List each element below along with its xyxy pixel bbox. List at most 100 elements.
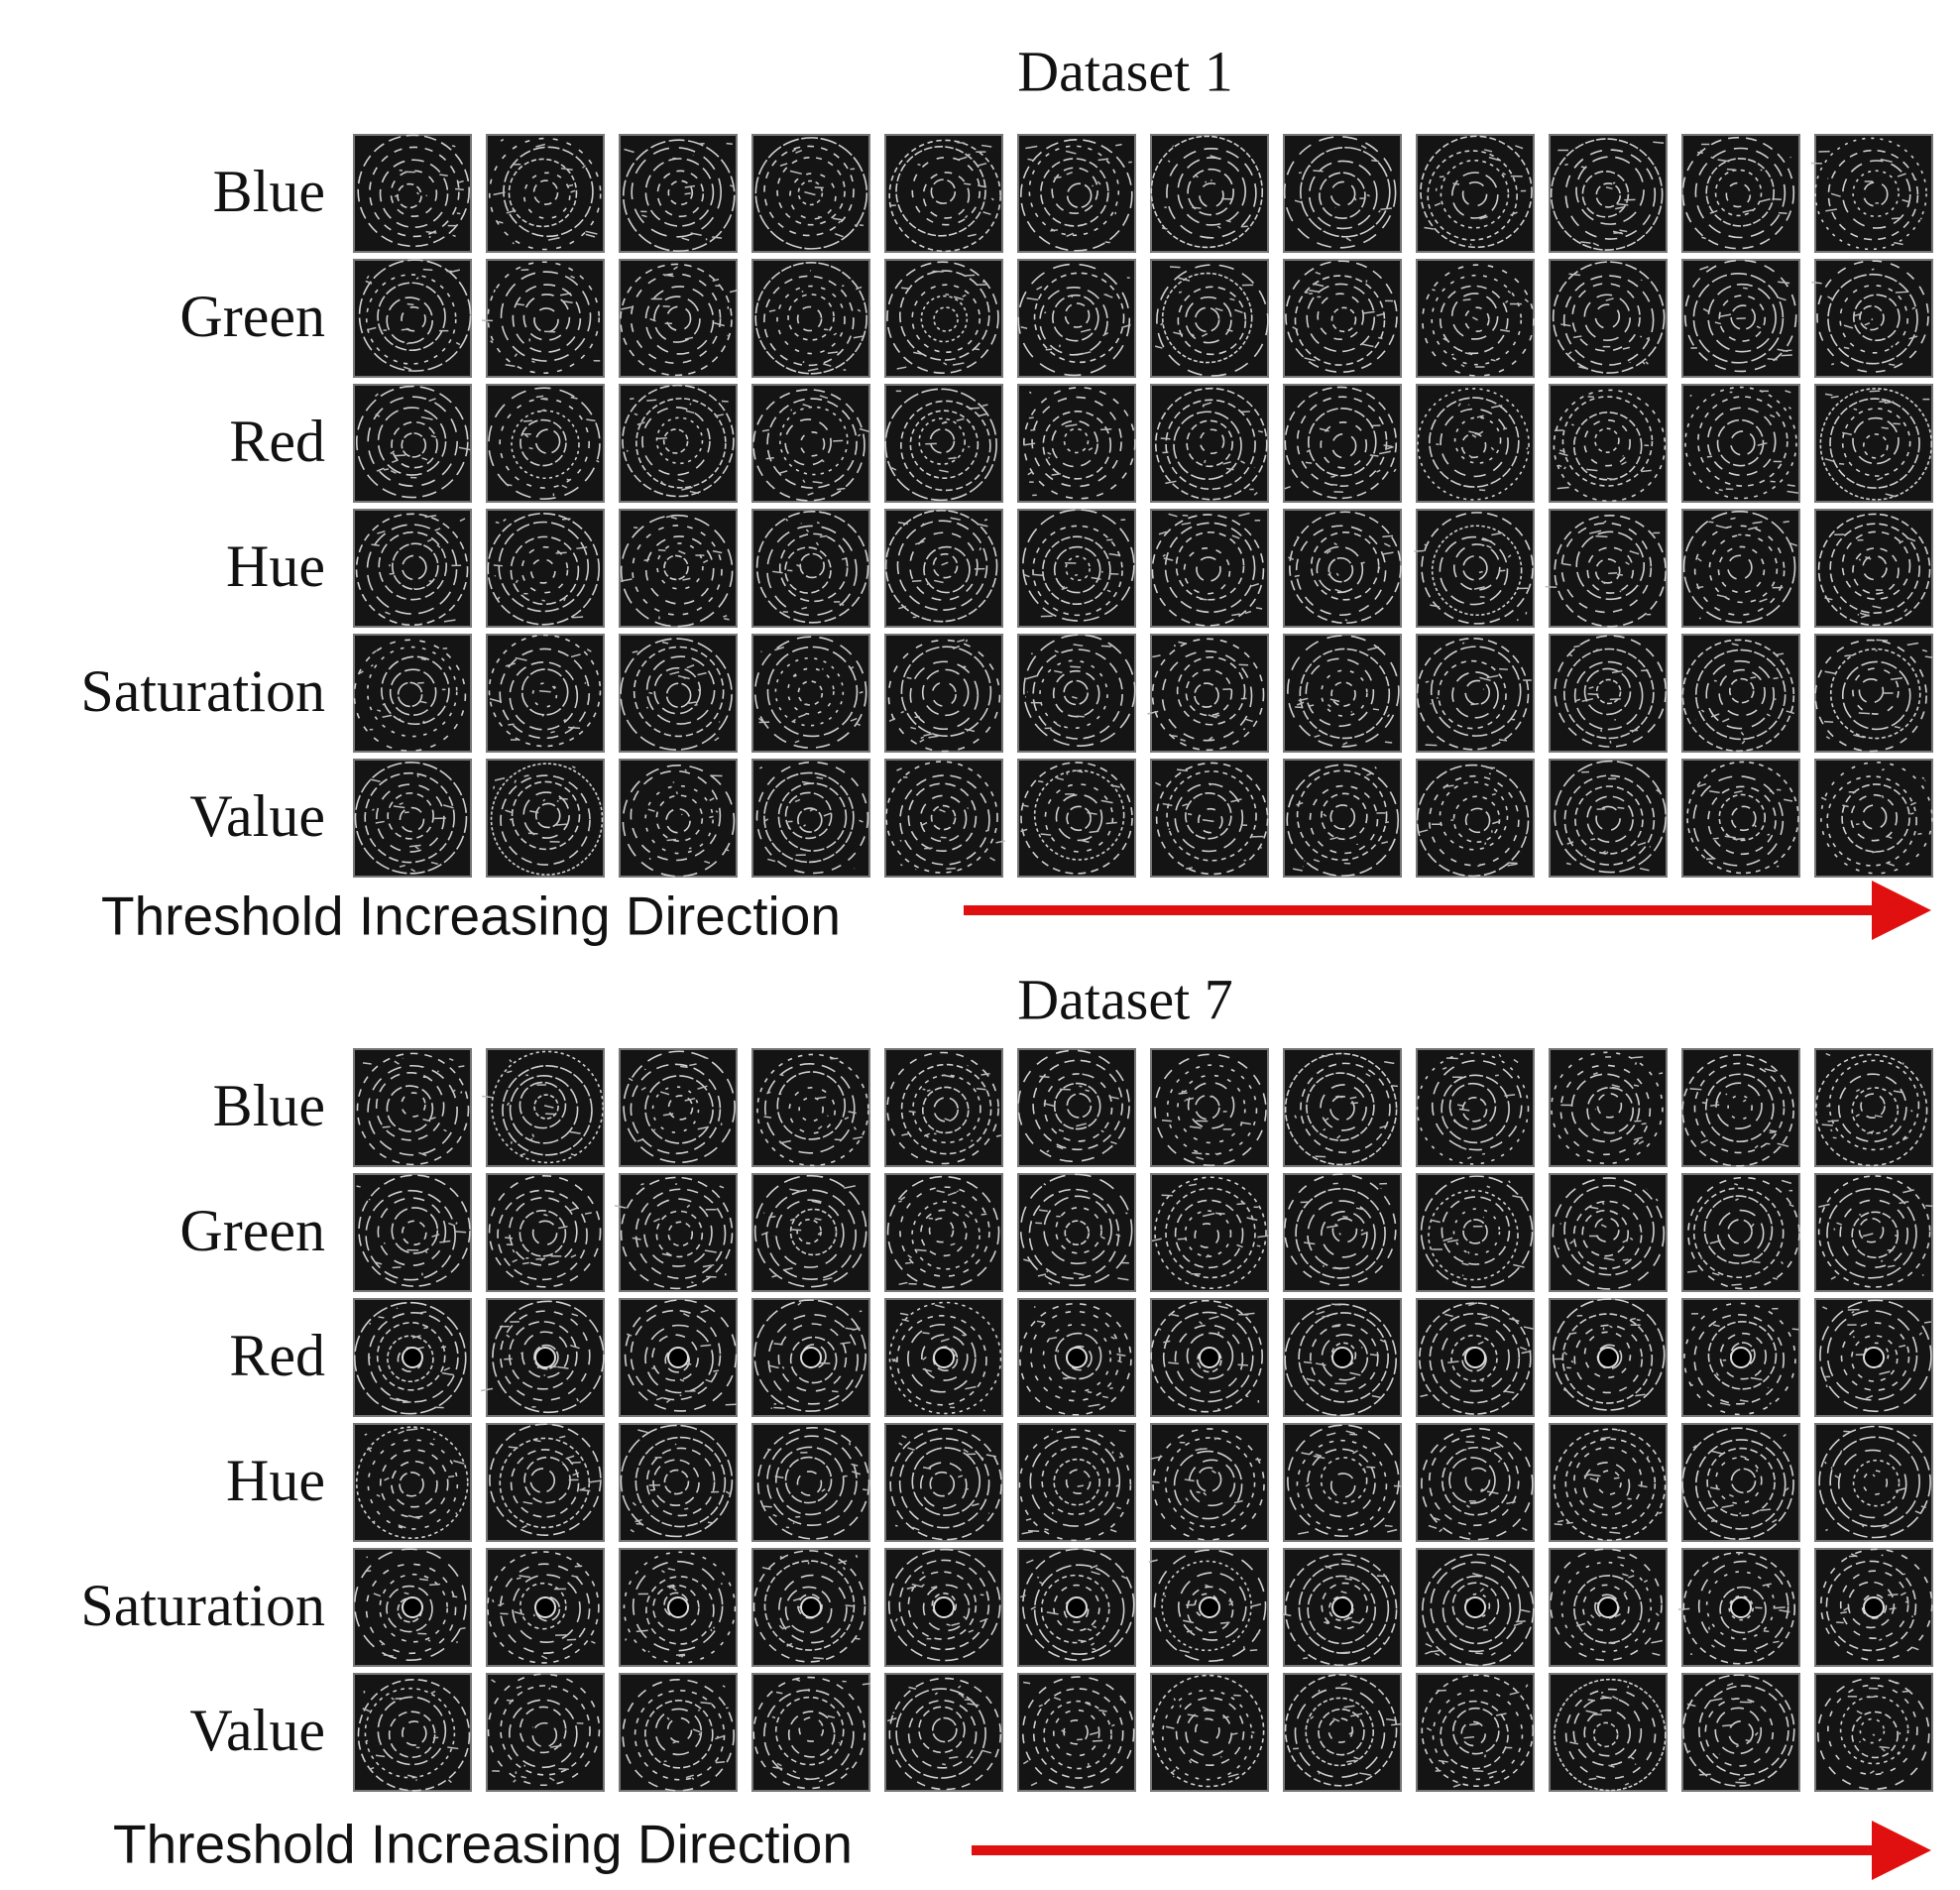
edge-dash xyxy=(1282,1612,1292,1617)
edge-dash xyxy=(1659,1072,1664,1075)
edge-ring xyxy=(1725,181,1752,208)
edge-ring xyxy=(533,1094,559,1120)
edge-dash xyxy=(983,519,988,522)
edge-dash xyxy=(1331,1303,1341,1306)
edge-dash xyxy=(453,1460,465,1465)
thumbnail xyxy=(353,384,472,503)
edge-dash xyxy=(620,578,633,582)
edge-ring xyxy=(522,294,571,341)
edge-dash xyxy=(368,1357,371,1359)
edge-ring xyxy=(1693,1062,1786,1154)
thumbnail-bg xyxy=(1681,1048,1800,1167)
edge-dash xyxy=(901,1435,907,1439)
edge-ring xyxy=(488,634,602,748)
edge-dash xyxy=(482,1095,494,1099)
edge-dash xyxy=(1621,461,1627,466)
thumbnail-bg xyxy=(353,134,472,253)
edge-dash xyxy=(1783,521,1789,524)
edge-dash xyxy=(1228,1599,1233,1603)
thumbnail xyxy=(1283,1048,1402,1167)
edge-ring xyxy=(1199,428,1225,455)
edge-dash xyxy=(1458,1108,1470,1112)
edge-dash xyxy=(560,167,573,171)
edge-dash xyxy=(1191,333,1195,337)
edge-dash xyxy=(823,812,832,817)
edge-ring xyxy=(1819,1299,1932,1413)
thumbnail-bg xyxy=(751,1173,870,1292)
thumbnail xyxy=(884,1048,1003,1167)
edge-dash xyxy=(403,1401,411,1404)
edge-dash xyxy=(718,721,721,723)
edge-dash xyxy=(375,393,379,398)
edge-dash xyxy=(1205,1584,1210,1588)
edge-dash xyxy=(1351,1620,1360,1624)
edge-dash xyxy=(1352,1450,1358,1455)
edge-dash xyxy=(1432,1516,1441,1521)
edge-dash xyxy=(679,1378,685,1382)
edge-dash xyxy=(1294,199,1302,203)
edge-dash xyxy=(430,434,437,438)
edge-dash xyxy=(794,798,801,803)
edge-dash xyxy=(795,1678,801,1682)
edge-dash xyxy=(1623,1591,1627,1595)
edge-ring xyxy=(1421,512,1534,625)
edge-dash xyxy=(1656,788,1661,793)
edge-dash xyxy=(1087,1390,1093,1394)
edge-dash xyxy=(1463,1735,1475,1739)
edge-ring xyxy=(1306,283,1376,353)
edge-dash xyxy=(1192,1151,1203,1155)
edge-dash xyxy=(675,1653,686,1656)
edge-dash xyxy=(1879,1638,1883,1641)
edge-dash xyxy=(1329,836,1338,841)
edge-ring xyxy=(1028,1188,1120,1280)
edge-dash xyxy=(1890,677,1902,680)
edge-dash xyxy=(1110,1336,1115,1340)
edge-dash xyxy=(1376,312,1386,317)
edge-dash xyxy=(1592,1750,1595,1753)
edge-ring xyxy=(511,780,581,851)
thumbnail-bg xyxy=(1283,259,1402,378)
edge-dash xyxy=(821,459,825,463)
edge-dash xyxy=(845,1327,857,1331)
thumbnail-bg xyxy=(1150,384,1269,503)
edge-dash xyxy=(968,1629,975,1633)
edge-dash xyxy=(1228,1602,1233,1606)
edge-dash xyxy=(1372,708,1380,711)
edge-ring xyxy=(1194,1223,1220,1248)
edge-dash xyxy=(655,1396,664,1401)
edge-dash xyxy=(1500,328,1511,333)
thumbnail xyxy=(1416,759,1535,878)
edge-dash xyxy=(1481,1316,1491,1320)
edge-ring xyxy=(909,410,980,480)
edge-dash xyxy=(1717,159,1730,163)
edge-dash xyxy=(1557,464,1562,468)
edge-dash xyxy=(1251,1602,1262,1607)
thumbnail xyxy=(1283,1673,1402,1792)
edge-dash xyxy=(1762,1583,1772,1587)
edge-ring xyxy=(1706,407,1777,477)
edge-dash xyxy=(976,1088,986,1091)
edge-dash xyxy=(1686,1270,1697,1273)
edge-dash xyxy=(570,275,575,280)
edge-ring xyxy=(519,1081,567,1129)
edge-ring xyxy=(1063,1597,1090,1623)
edge-dash xyxy=(1508,1180,1511,1184)
edge-dash xyxy=(709,815,714,819)
edge-ring xyxy=(1294,275,1386,366)
edge-dash xyxy=(1202,819,1214,823)
edge-dash xyxy=(1381,551,1394,555)
edge-dash xyxy=(1050,229,1059,232)
edge-dash xyxy=(1189,1759,1193,1764)
edge-ring xyxy=(489,1423,602,1536)
edge-dash xyxy=(494,776,506,781)
edge-dash xyxy=(1728,1493,1734,1497)
dark-core xyxy=(1863,1596,1885,1618)
edge-dash xyxy=(408,844,421,848)
edge-dash xyxy=(1196,1156,1205,1160)
edge-dash xyxy=(637,1429,648,1434)
thumbnail-bg xyxy=(1283,1048,1402,1167)
edge-dash xyxy=(1895,291,1907,294)
edge-ring xyxy=(652,1459,700,1506)
edge-dash xyxy=(515,579,519,584)
edge-dash xyxy=(957,1685,962,1689)
